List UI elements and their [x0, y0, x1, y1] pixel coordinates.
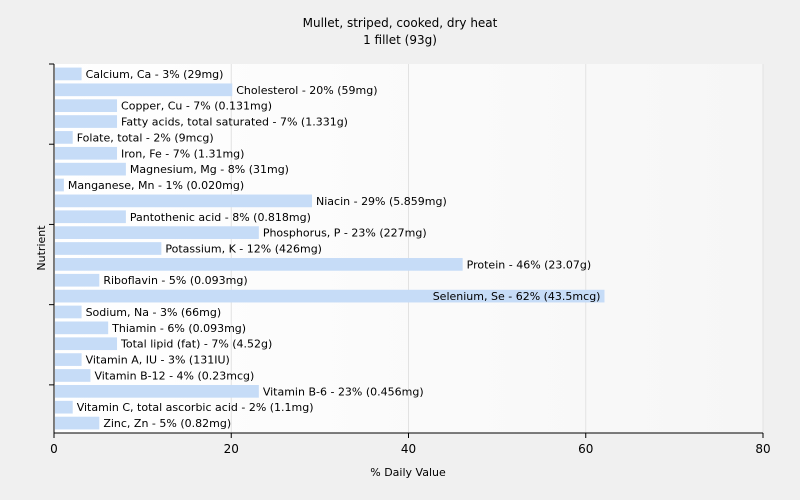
bar-label: Thiamin - 6% (0.093mg): [111, 322, 246, 335]
bar-label: Zinc, Zn - 5% (0.82mg): [103, 417, 231, 430]
bar: [55, 353, 82, 366]
bar: [55, 131, 73, 144]
x-ticks: 0 20 40 60 80: [50, 433, 771, 456]
bar-label: Vitamin B-12 - 4% (0.23mcg): [94, 369, 254, 382]
bar: [55, 416, 100, 430]
bar: [55, 400, 73, 414]
x-tick-label: 20: [224, 442, 239, 456]
bar: [55, 321, 109, 335]
bar: [55, 99, 118, 113]
bar-label: Potassium, K - 12% (426mg): [165, 243, 322, 256]
bar: [55, 162, 126, 176]
x-tick-label: 0: [50, 442, 58, 456]
bar-label: Total lipid (fat) - 7% (4.52g): [120, 338, 272, 351]
bar: [55, 178, 64, 192]
bar-label: Pantothenic acid - 8% (0.818mg): [130, 211, 311, 224]
x-axis-title: % Daily Value: [370, 466, 446, 479]
bar: [55, 210, 126, 224]
bar-labels: Calcium, Ca - 3% (29mg) Cholesterol - 20%…: [68, 68, 601, 430]
bar-label: Copper, Cu - 7% (0.131mg): [121, 100, 272, 113]
bar-label: Phosphorus, P - 23% (227mg): [263, 227, 427, 240]
bar: [55, 146, 118, 160]
bar-label: Iron, Fe - 7% (1.31mg): [121, 147, 244, 160]
bar: [55, 369, 91, 382]
gridlines: [230, 64, 764, 433]
x-tick-label: 80: [755, 442, 770, 456]
bar: [55, 273, 100, 287]
bar: [55, 305, 82, 319]
bar: [55, 242, 162, 255]
x-tick-label: 60: [578, 442, 593, 456]
chart-title: Mullet, striped, cooked, dry heat: [303, 16, 498, 30]
bars: [55, 67, 605, 430]
bar-label: Niacin - 29% (5.859mg): [316, 195, 447, 208]
bar-label: Riboflavin - 5% (0.093mg): [103, 274, 247, 287]
bar-label: Magnesium, Mg - 8% (31mg): [130, 163, 289, 176]
chart-subtitle: 1 fillet (93g): [363, 33, 437, 47]
bar-label: Vitamin A, IU - 3% (131IU): [86, 354, 230, 367]
bar-label: Folate, total - 2% (9mcg): [77, 131, 214, 144]
bar-label: Vitamin B-6 - 23% (0.456mg): [263, 385, 424, 398]
bar-label: Protein - 46% (23.07g): [467, 258, 592, 271]
bar: [55, 194, 313, 208]
bar-label: Selenium, Se - 62% (43.5mcg): [433, 290, 601, 303]
bar-label: Calcium, Ca - 3% (29mg): [86, 68, 224, 81]
bar: [55, 258, 463, 271]
bar: [55, 115, 118, 128]
bar-label: Sodium, Na - 3% (66mg): [86, 306, 222, 319]
bar-label: Fatty acids, total saturated - 7% (1.331…: [121, 116, 348, 129]
bar: [55, 337, 118, 351]
bar: [55, 67, 82, 81]
bar-label: Manganese, Mn - 1% (0.020mg): [68, 179, 244, 192]
x-tick-label: 40: [401, 442, 416, 456]
bar-label: Cholesterol - 20% (59mg): [236, 84, 377, 97]
bar-label: Vitamin C, total ascorbic acid - 2% (1.1…: [77, 401, 314, 414]
bar: [55, 289, 605, 303]
bar: [55, 384, 259, 398]
bar: [55, 83, 233, 97]
bar: [55, 226, 259, 239]
y-axis-title: Nutrient: [35, 225, 48, 271]
